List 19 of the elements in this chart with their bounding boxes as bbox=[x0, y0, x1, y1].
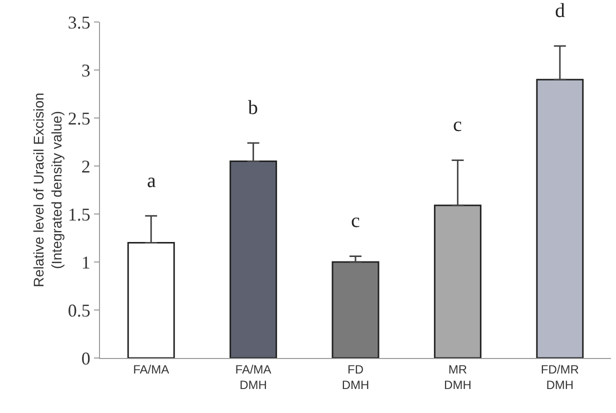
y-tick-label: 0 bbox=[81, 348, 90, 368]
x-tick-label: MR DMH bbox=[444, 362, 472, 392]
y-tick-label: 2.5 bbox=[68, 108, 90, 128]
x-tick-label: FA/MA DMH bbox=[235, 362, 272, 392]
x-tick-label: FD DMH bbox=[342, 362, 370, 392]
annotation: c bbox=[351, 210, 360, 232]
annotation: b bbox=[248, 97, 258, 119]
x-tick-label: FA/MA bbox=[133, 362, 170, 376]
annotation: c bbox=[453, 114, 462, 136]
y-tick-label: 2 bbox=[81, 156, 90, 176]
y-tick-label: 0.5 bbox=[68, 300, 90, 320]
x-tick-label: FD/MR DMH bbox=[540, 362, 580, 392]
y-axis-title: Relative level of Uracil Excision (Integrated density value) bbox=[30, 92, 64, 288]
annotation: a bbox=[147, 170, 156, 192]
y-tick-label: 3.5 bbox=[68, 12, 90, 32]
y-tick-label: 3 bbox=[81, 60, 90, 80]
y-tick-label: 1 bbox=[81, 252, 90, 272]
y-tick-label: 1.5 bbox=[68, 204, 90, 224]
annotation: d bbox=[555, 0, 565, 22]
